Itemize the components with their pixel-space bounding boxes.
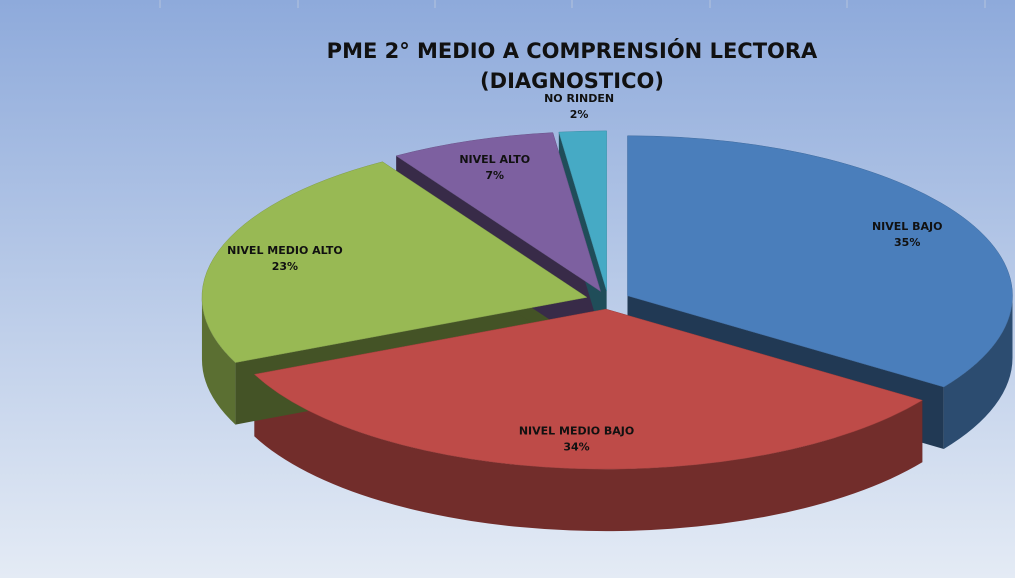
slice-value-label: 7% [485,169,504,182]
slice-value-label: 23% [272,260,298,273]
slice-label: NIVEL ALTO [459,153,530,166]
slice-value-label: 35% [894,236,920,249]
slice-outer-wall [943,295,1013,449]
slice-value-label: 2% [570,108,589,121]
slice-value-label: 34% [563,441,589,454]
slice-tops [201,130,1013,470]
data-labels: NIVEL BAJO 35% NIVEL MEDIO BAJO 34% NIVEL ME… [227,92,942,454]
chart-title: PME 2° MEDIO A COMPRENSIÓN LECTORA [327,38,818,63]
slice-outer-wall [254,374,923,532]
pie-slice [627,135,1013,388]
pie-slice [395,132,602,292]
slice-label: NIVEL BAJO [872,220,943,233]
chart-title: (DIAGNOSTICO) [480,69,664,93]
slice-outer-wall [201,297,236,425]
pie-slice [201,161,588,363]
pie-slice [253,308,923,470]
slice-label: NIVEL MEDIO BAJO [519,425,634,438]
pie-slice [558,130,607,291]
slice-label: NIVEL MEDIO ALTO [227,244,343,257]
sheet-grid [159,0,986,8]
slice-label: NO RINDEN [544,92,614,105]
